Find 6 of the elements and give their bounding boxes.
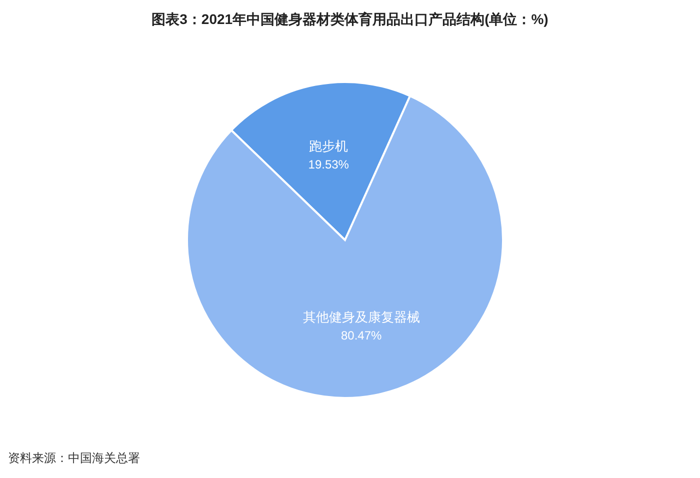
text: 资料来源：中国海关总署 [8, 451, 140, 465]
data-label: 80.47% [341, 328, 382, 342]
chart-title: 图表3：2021年中国健身器材类体育用品出口产品结构(单位：%) [152, 11, 548, 27]
slice-label: 跑步机 [309, 138, 348, 154]
slice-label: 其他健身及康复器械 [302, 309, 420, 324]
data-label: 19.53% [308, 158, 350, 172]
